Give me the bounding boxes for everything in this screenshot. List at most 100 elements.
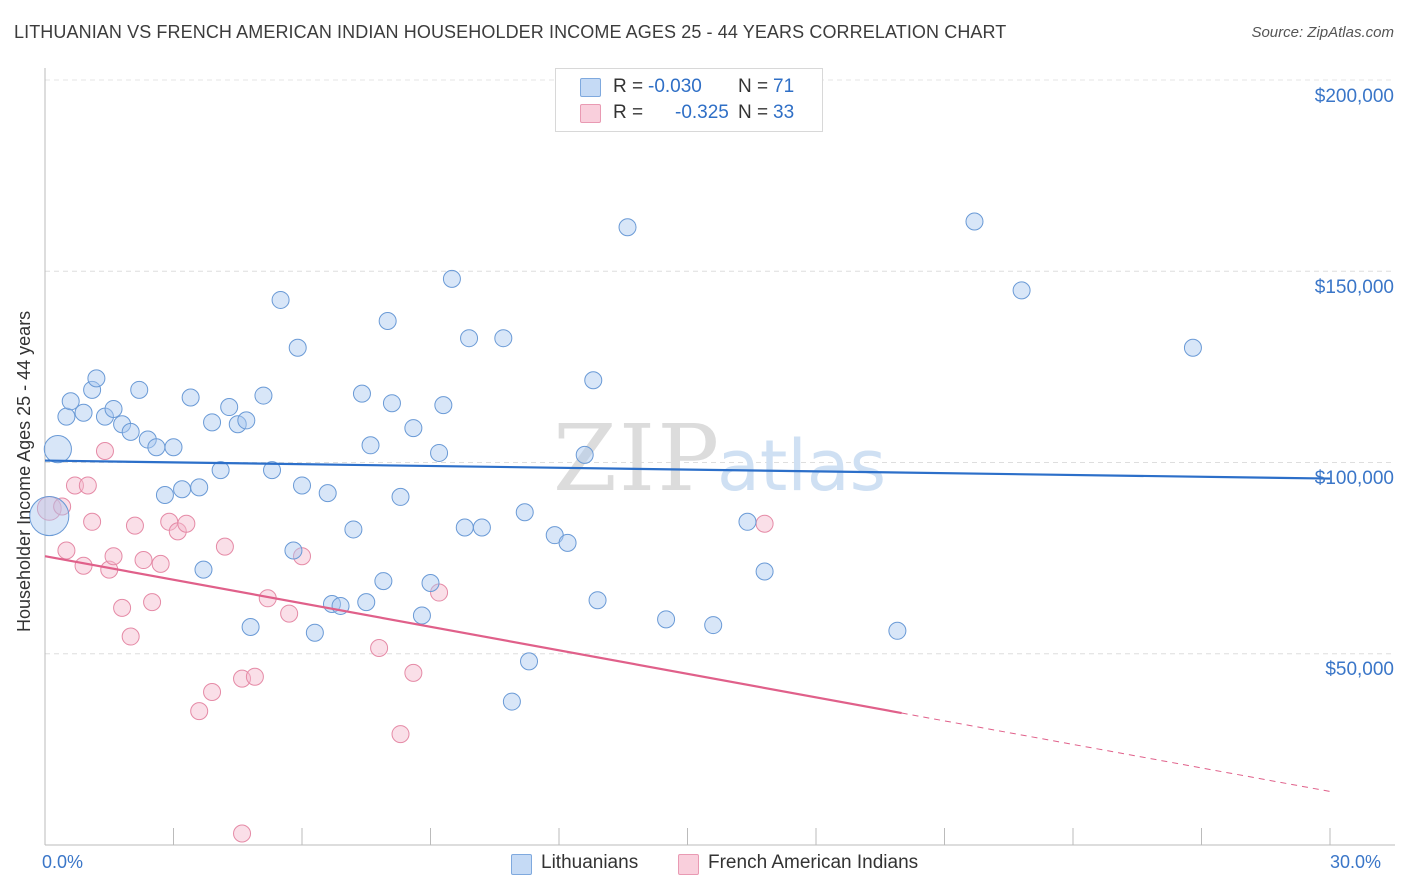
data-point bbox=[704, 616, 723, 635]
data-point bbox=[421, 573, 440, 592]
data-point bbox=[382, 394, 401, 413]
r-value: -0.030 bbox=[648, 76, 702, 97]
data-point bbox=[352, 384, 371, 403]
y-tick-label: $100,000 bbox=[1314, 468, 1394, 489]
data-point bbox=[293, 547, 311, 566]
data-point bbox=[233, 824, 252, 843]
data-point bbox=[558, 533, 577, 552]
data-point bbox=[370, 639, 389, 658]
data-point bbox=[220, 398, 239, 417]
data-point bbox=[228, 415, 247, 434]
data-point bbox=[575, 445, 594, 464]
trend-line-lithuanians bbox=[44, 459, 1331, 480]
data-point bbox=[203, 413, 222, 432]
data-point bbox=[494, 329, 513, 348]
data-point bbox=[318, 484, 337, 503]
data-point bbox=[57, 407, 76, 426]
data-point bbox=[361, 436, 380, 455]
data-point bbox=[378, 311, 397, 330]
trend-line-extrapolated bbox=[901, 712, 1331, 792]
watermark-atlas: atlas bbox=[717, 425, 886, 507]
data-point bbox=[83, 512, 102, 531]
data-point bbox=[588, 591, 607, 610]
data-point bbox=[78, 476, 97, 495]
y-tick-label: $200,000 bbox=[1314, 86, 1394, 107]
data-point bbox=[755, 514, 774, 533]
data-point bbox=[194, 560, 213, 579]
data-point bbox=[87, 369, 106, 388]
data-point bbox=[434, 396, 453, 415]
r-label: R = bbox=[613, 76, 644, 97]
data-point bbox=[190, 478, 209, 497]
legend-swatch-french-american-indians bbox=[678, 854, 699, 875]
n-label: N = bbox=[738, 76, 769, 97]
correlation-legend: R = -0.030 N = 71 R = -0.325 N = 33 bbox=[555, 68, 823, 132]
data-point bbox=[305, 623, 324, 642]
data-point bbox=[288, 338, 307, 357]
data-point bbox=[357, 593, 376, 612]
data-point bbox=[293, 476, 311, 495]
data-point bbox=[113, 598, 132, 617]
data-point bbox=[121, 627, 140, 646]
data-point bbox=[460, 329, 479, 348]
data-point bbox=[284, 541, 303, 560]
data-point bbox=[520, 652, 539, 671]
data-point bbox=[211, 461, 230, 480]
y-tick-label: $50,000 bbox=[1325, 659, 1394, 680]
data-point bbox=[584, 371, 603, 390]
data-point bbox=[95, 442, 114, 461]
data-point bbox=[515, 503, 534, 522]
data-point bbox=[155, 486, 174, 505]
x-tick-label-min: 0.0% bbox=[42, 852, 84, 872]
legend-label: French American Indians bbox=[708, 852, 919, 873]
data-point bbox=[1012, 281, 1031, 300]
data-point bbox=[74, 403, 93, 422]
watermark-zip: ZIP bbox=[553, 405, 721, 512]
data-point bbox=[53, 497, 72, 516]
data-point bbox=[442, 269, 461, 288]
data-point bbox=[104, 399, 123, 418]
data-point bbox=[203, 683, 222, 701]
data-point bbox=[618, 218, 637, 237]
data-point bbox=[104, 547, 123, 566]
data-point bbox=[125, 516, 144, 535]
y-tick-label: $150,000 bbox=[1314, 277, 1394, 298]
data-point bbox=[271, 290, 290, 309]
gridlines bbox=[45, 79, 1395, 655]
r-label: R = bbox=[613, 102, 644, 123]
chart-title: LITHUANIAN VS FRENCH AMERICAN INDIAN HOU… bbox=[14, 22, 1007, 42]
series-lithuanians bbox=[29, 212, 1202, 711]
data-point bbox=[412, 606, 431, 625]
data-point bbox=[263, 461, 282, 480]
data-point bbox=[241, 617, 260, 636]
n-value: 33 bbox=[773, 102, 795, 123]
data-point bbox=[888, 621, 907, 640]
data-point bbox=[134, 551, 153, 570]
data-point bbox=[502, 692, 521, 711]
data-point bbox=[404, 419, 423, 438]
data-point bbox=[177, 514, 196, 533]
data-point bbox=[455, 518, 474, 537]
n-value: 71 bbox=[773, 76, 795, 97]
data-point bbox=[190, 702, 209, 721]
data-point bbox=[344, 520, 363, 539]
data-point bbox=[29, 496, 70, 537]
data-point bbox=[164, 438, 183, 457]
data-point bbox=[151, 554, 170, 573]
data-point bbox=[61, 392, 80, 411]
data-point bbox=[130, 380, 149, 399]
source-credit: Source: ZipAtlas.com bbox=[1251, 24, 1394, 41]
data-point bbox=[215, 537, 234, 556]
trend-lines bbox=[44, 459, 1331, 792]
legend-swatch-french-american-indians bbox=[580, 104, 601, 123]
data-point bbox=[181, 388, 200, 407]
data-point bbox=[391, 487, 410, 506]
watermark: ZIP atlas bbox=[553, 405, 886, 512]
data-point bbox=[430, 443, 449, 462]
data-point bbox=[254, 386, 273, 405]
data-point bbox=[404, 663, 423, 682]
data-point bbox=[65, 476, 84, 495]
data-point bbox=[738, 512, 757, 531]
legend-label: Lithuanians bbox=[541, 852, 639, 873]
